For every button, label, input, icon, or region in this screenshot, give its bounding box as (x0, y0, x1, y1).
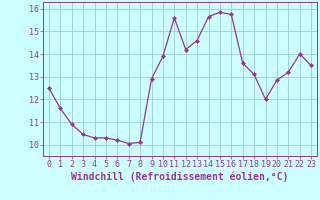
X-axis label: Windchill (Refroidissement éolien,°C): Windchill (Refroidissement éolien,°C) (71, 172, 289, 182)
